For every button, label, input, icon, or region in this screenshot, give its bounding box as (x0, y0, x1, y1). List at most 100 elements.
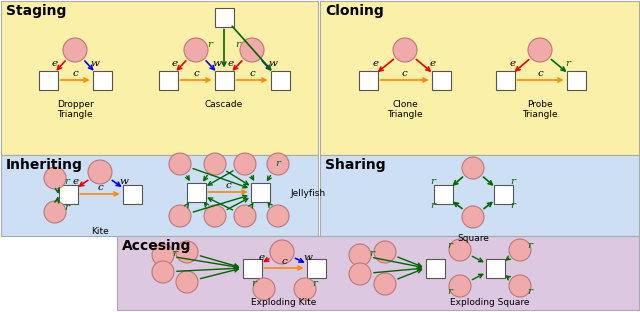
Text: r: r (65, 202, 70, 212)
Bar (307, 259, 326, 277)
Text: r: r (566, 60, 570, 69)
Bar (320, 1, 639, 155)
Text: e: e (373, 60, 379, 69)
Text: c: c (97, 183, 103, 192)
Circle shape (267, 153, 289, 175)
Text: r: r (447, 286, 452, 295)
Text: Dropper
Triangle: Dropper Triangle (56, 100, 93, 119)
Circle shape (44, 201, 66, 223)
Text: r: r (527, 241, 532, 250)
Bar (159, 71, 177, 90)
Text: Square: Square (457, 234, 489, 243)
Text: c: c (281, 256, 287, 266)
Circle shape (374, 241, 396, 263)
Bar (493, 184, 513, 203)
Text: e: e (73, 178, 79, 187)
Text: e: e (52, 60, 58, 69)
Text: r: r (312, 280, 317, 289)
Text: c: c (225, 181, 231, 189)
Text: r: r (252, 280, 257, 289)
Bar (1, 1, 318, 155)
Text: r: r (431, 201, 435, 210)
Text: Exploding Kite: Exploding Kite (252, 298, 317, 307)
Text: Kite: Kite (91, 227, 109, 236)
Circle shape (294, 278, 316, 300)
Circle shape (88, 160, 112, 184)
Text: w: w (212, 60, 221, 69)
Bar (243, 259, 262, 277)
Bar (58, 184, 77, 203)
Text: c: c (72, 69, 78, 77)
Text: r: r (447, 241, 452, 250)
Text: r: r (207, 40, 212, 49)
Text: r: r (527, 286, 532, 295)
Circle shape (152, 244, 174, 266)
Text: Cloning: Cloning (325, 4, 384, 18)
Circle shape (449, 239, 471, 261)
Circle shape (349, 244, 371, 266)
Text: Clone
Triangle: Clone Triangle (387, 100, 423, 119)
Text: Jellyfish: Jellyfish (290, 189, 325, 198)
Text: r: r (369, 248, 374, 257)
Bar (566, 71, 586, 90)
Text: Staging: Staging (6, 4, 67, 18)
Text: c: c (193, 69, 199, 77)
Text: e: e (510, 60, 516, 69)
Bar (358, 71, 378, 90)
Text: c: c (249, 69, 255, 77)
Circle shape (204, 205, 226, 227)
Circle shape (393, 38, 417, 62)
Circle shape (234, 153, 256, 175)
Text: Sharing: Sharing (325, 158, 386, 172)
Circle shape (234, 205, 256, 227)
Text: Cascade: Cascade (205, 100, 243, 109)
Circle shape (528, 38, 552, 62)
Bar (214, 71, 234, 90)
Text: Exploding Square: Exploding Square (451, 298, 530, 307)
Bar (93, 71, 111, 90)
Circle shape (169, 205, 191, 227)
Text: r: r (431, 177, 435, 186)
Text: r: r (173, 248, 177, 257)
Circle shape (204, 153, 226, 175)
Bar (433, 184, 452, 203)
Circle shape (63, 38, 87, 62)
Text: Inheriting: Inheriting (6, 158, 83, 172)
Bar (1, 155, 318, 236)
Text: r: r (511, 177, 515, 186)
Circle shape (184, 38, 208, 62)
Circle shape (44, 167, 66, 189)
Bar (271, 71, 289, 90)
Circle shape (509, 239, 531, 261)
Circle shape (176, 241, 198, 263)
Text: w: w (303, 252, 312, 261)
Circle shape (509, 275, 531, 297)
Text: e: e (228, 60, 234, 69)
Bar (117, 236, 639, 310)
Circle shape (152, 261, 174, 283)
Circle shape (462, 157, 484, 179)
Text: e: e (259, 252, 265, 261)
Bar (38, 71, 58, 90)
Circle shape (169, 153, 191, 175)
Text: r: r (65, 177, 70, 186)
Circle shape (374, 273, 396, 295)
Text: c: c (402, 69, 408, 77)
Text: w: w (120, 178, 129, 187)
Text: r: r (275, 159, 280, 168)
Bar (186, 183, 205, 202)
Bar (320, 155, 639, 236)
Circle shape (267, 205, 289, 227)
Text: r: r (236, 40, 241, 49)
Circle shape (176, 271, 198, 293)
Bar (250, 183, 269, 202)
Bar (495, 71, 515, 90)
Bar (431, 71, 451, 90)
Text: c: c (538, 69, 543, 77)
Circle shape (349, 263, 371, 285)
Text: Accesing: Accesing (122, 239, 191, 253)
Text: e: e (430, 60, 436, 69)
Bar (214, 7, 234, 27)
Circle shape (270, 240, 294, 264)
Text: e: e (172, 60, 178, 69)
